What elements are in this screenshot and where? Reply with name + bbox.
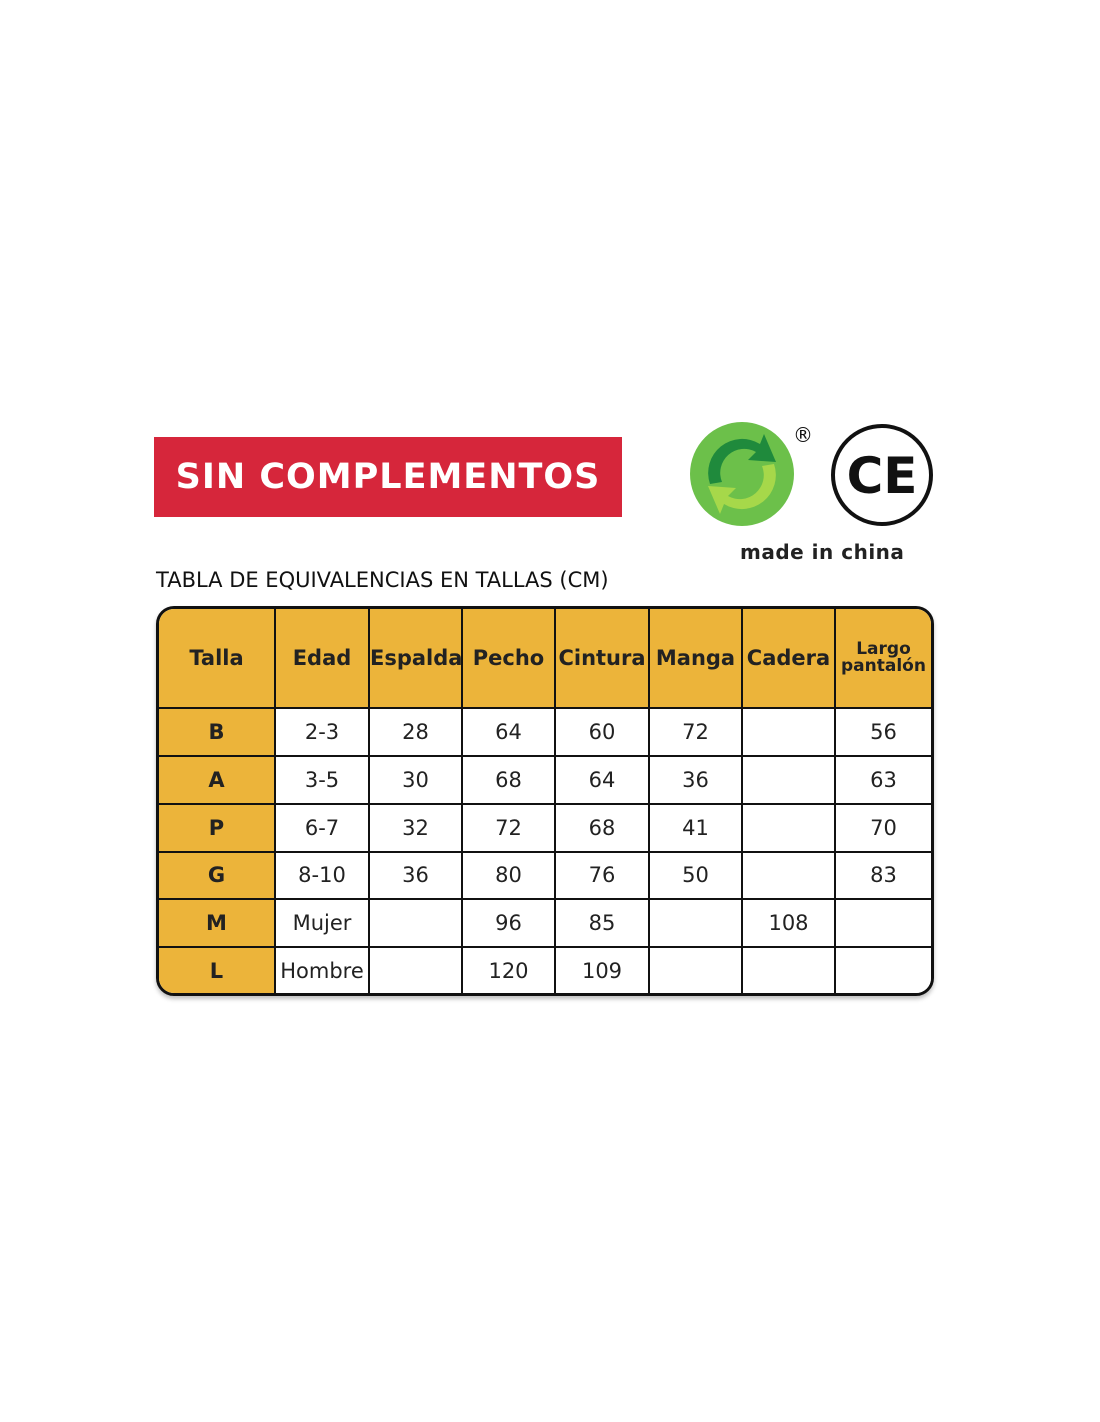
header-largo-pantalon: Largo pantalón xyxy=(834,609,931,710)
size-cell: P xyxy=(159,802,276,853)
header-talla: Talla xyxy=(159,609,276,710)
size-cell: L xyxy=(159,946,276,993)
table-cell: 68 xyxy=(554,802,650,853)
table-cell: 64 xyxy=(461,707,556,757)
table-cell: 108 xyxy=(741,898,836,949)
table-cell: 120 xyxy=(461,946,556,993)
table-cell xyxy=(741,850,836,901)
table-cell: 36 xyxy=(648,754,743,805)
table-cell: 36 xyxy=(368,850,463,901)
table-cell: 50 xyxy=(648,850,743,901)
header-cintura: Cintura xyxy=(554,609,650,710)
table-cell: 64 xyxy=(554,754,650,805)
table-cell: 60 xyxy=(554,707,650,757)
table-row: P 6-7 32 72 68 41 70 xyxy=(159,802,931,853)
table-cell: 2-3 xyxy=(274,707,370,757)
size-cell: B xyxy=(159,707,276,757)
table-cell xyxy=(368,946,463,993)
table-cell xyxy=(741,946,836,993)
table-cell: 72 xyxy=(648,707,743,757)
table-title: TABLA DE EQUIVALENCIAS EN TALLAS (CM) xyxy=(156,568,609,592)
table-cell: 63 xyxy=(834,754,931,805)
table-cell: 109 xyxy=(554,946,650,993)
table-cell xyxy=(834,898,931,949)
table-cell: 83 xyxy=(834,850,931,901)
table-cell: 68 xyxy=(461,754,556,805)
table-row: B 2-3 28 64 60 72 56 xyxy=(159,707,931,757)
table-cell xyxy=(648,898,743,949)
ce-mark-icon: CE xyxy=(831,424,933,526)
green-dot-recycling-icon xyxy=(690,422,794,526)
registered-mark: ® xyxy=(793,423,813,447)
table-cell xyxy=(741,802,836,853)
table-cell: 41 xyxy=(648,802,743,853)
header-pecho: Pecho xyxy=(461,609,556,710)
table-cell xyxy=(741,707,836,757)
svg-text:CE: CE xyxy=(847,447,918,505)
table-cell: Hombre xyxy=(274,946,370,993)
size-cell: G xyxy=(159,850,276,901)
table-cell: 28 xyxy=(368,707,463,757)
table-cell: 3-5 xyxy=(274,754,370,805)
table-row: M Mujer 96 85 108 xyxy=(159,898,931,949)
header-manga: Manga xyxy=(648,609,743,710)
table-cell: 72 xyxy=(461,802,556,853)
table-cell: 96 xyxy=(461,898,556,949)
table-row: G 8-10 36 80 76 50 83 xyxy=(159,850,931,901)
table-cell xyxy=(834,946,931,993)
table-cell xyxy=(741,754,836,805)
table-cell: 76 xyxy=(554,850,650,901)
table-row: A 3-5 30 68 64 36 63 xyxy=(159,754,931,805)
table-cell: 70 xyxy=(834,802,931,853)
header-edad: Edad xyxy=(274,609,370,710)
table-cell: 85 xyxy=(554,898,650,949)
header-espalda: Espalda xyxy=(368,609,463,710)
table-cell xyxy=(368,898,463,949)
table-cell: 30 xyxy=(368,754,463,805)
table-cell: 6-7 xyxy=(274,802,370,853)
table-cell: 80 xyxy=(461,850,556,901)
table-cell xyxy=(648,946,743,993)
table-header-row: Talla Edad Espalda Pecho Cintura Manga C… xyxy=(159,609,931,710)
table-row: L Hombre 120 109 xyxy=(159,946,931,993)
table-cell: 8-10 xyxy=(274,850,370,901)
made-in-china-label: made in china xyxy=(740,540,905,564)
table-cell: Mujer xyxy=(274,898,370,949)
sin-complementos-banner: SIN COMPLEMENTOS xyxy=(154,437,622,517)
size-cell: A xyxy=(159,754,276,805)
table-cell: 56 xyxy=(834,707,931,757)
size-cell: M xyxy=(159,898,276,949)
header-cadera: Cadera xyxy=(741,609,836,710)
size-table: Talla Edad Espalda Pecho Cintura Manga C… xyxy=(156,606,934,996)
banner-label: SIN COMPLEMENTOS xyxy=(175,457,601,497)
table-cell: 32 xyxy=(368,802,463,853)
